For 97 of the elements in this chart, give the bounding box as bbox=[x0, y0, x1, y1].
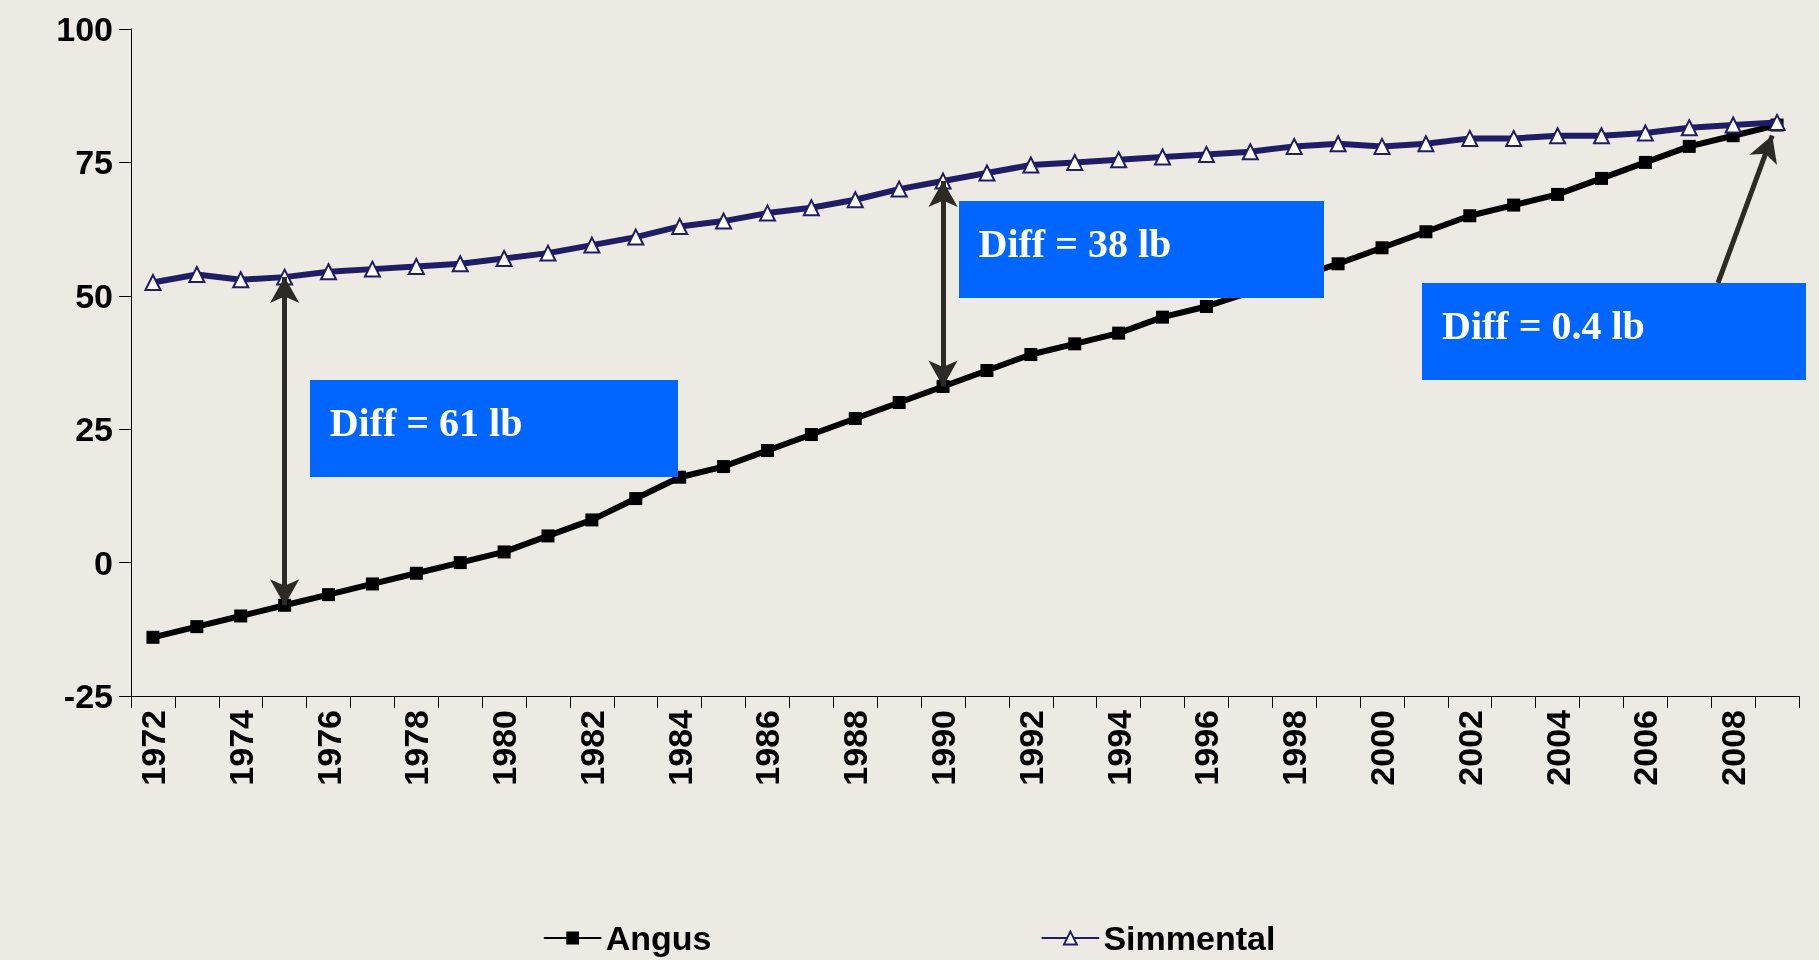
point bbox=[583, 236, 601, 254]
x-tick-label: 2006 bbox=[1626, 710, 1665, 786]
point bbox=[1507, 198, 1521, 212]
point bbox=[1505, 129, 1523, 147]
legend-label: Angus bbox=[605, 919, 712, 957]
point bbox=[1417, 135, 1435, 153]
x-tick-label: 1996 bbox=[1187, 710, 1226, 786]
point bbox=[978, 164, 996, 182]
y-tick-label: 100 bbox=[56, 10, 113, 48]
label-box: Diff = 38 lb bbox=[958, 201, 1324, 299]
legend-label: Simmental bbox=[1103, 919, 1276, 957]
y-tick-label: 50 bbox=[75, 276, 113, 315]
point bbox=[497, 545, 511, 559]
x-tick-label: 2008 bbox=[1714, 710, 1753, 786]
point bbox=[1592, 127, 1610, 145]
point bbox=[671, 217, 689, 235]
point bbox=[1022, 156, 1040, 174]
x-tick-label: 2000 bbox=[1363, 710, 1401, 786]
point bbox=[1594, 171, 1608, 185]
x-tick-label: 1976 bbox=[309, 710, 348, 786]
point bbox=[1329, 135, 1347, 153]
x-tick-label: 1986 bbox=[748, 710, 787, 786]
point bbox=[1199, 299, 1213, 313]
x-tick-label: 2004 bbox=[1538, 709, 1577, 786]
x-tick-label: 1972 bbox=[133, 710, 172, 786]
point bbox=[1024, 348, 1038, 361]
point bbox=[232, 271, 250, 289]
point bbox=[717, 460, 731, 474]
point bbox=[804, 428, 818, 442]
point bbox=[1285, 137, 1303, 155]
point bbox=[758, 204, 776, 222]
point bbox=[846, 191, 864, 209]
point bbox=[1241, 143, 1259, 161]
label-box: Diff = 61 lb bbox=[309, 379, 678, 477]
point bbox=[848, 412, 862, 426]
point bbox=[1461, 129, 1479, 147]
point bbox=[1724, 116, 1742, 134]
point bbox=[802, 199, 820, 217]
point bbox=[322, 588, 336, 602]
point bbox=[980, 364, 994, 377]
point bbox=[234, 609, 248, 623]
point bbox=[1156, 310, 1170, 324]
point bbox=[188, 265, 206, 283]
point bbox=[453, 556, 467, 570]
x-tick-label: 1982 bbox=[572, 710, 611, 786]
point bbox=[1154, 148, 1172, 166]
point bbox=[1197, 145, 1215, 163]
point bbox=[629, 492, 643, 506]
point bbox=[585, 513, 599, 527]
point bbox=[320, 263, 338, 281]
y-tick-label: 75 bbox=[75, 143, 113, 182]
point bbox=[495, 249, 513, 267]
y-tick-label: 0 bbox=[94, 543, 113, 582]
point bbox=[365, 577, 379, 591]
point bbox=[1112, 326, 1126, 340]
x-tick-label: 1978 bbox=[397, 710, 436, 786]
x-tick-label: 1994 bbox=[1099, 709, 1138, 786]
point bbox=[1682, 139, 1696, 153]
x-tick-label: 2002 bbox=[1450, 710, 1489, 786]
point bbox=[541, 529, 555, 543]
x-tick-label: 1974 bbox=[221, 709, 260, 786]
point bbox=[1551, 187, 1565, 201]
point bbox=[1373, 137, 1391, 155]
point bbox=[190, 620, 204, 634]
point bbox=[539, 244, 557, 262]
point bbox=[1463, 209, 1477, 223]
point bbox=[1066, 153, 1084, 171]
x-tick-label: 1992 bbox=[1011, 710, 1050, 786]
point bbox=[1110, 151, 1128, 169]
point bbox=[409, 566, 423, 580]
point bbox=[1068, 337, 1082, 351]
y-tick-label: -25 bbox=[63, 677, 113, 715]
point bbox=[760, 444, 774, 458]
point bbox=[1768, 113, 1786, 131]
point bbox=[892, 396, 906, 410]
y-tick-label: 25 bbox=[75, 410, 113, 449]
point bbox=[715, 212, 733, 230]
point bbox=[627, 228, 645, 246]
x-tick-label: 1998 bbox=[1275, 710, 1314, 786]
point bbox=[1419, 225, 1433, 239]
point bbox=[363, 260, 381, 278]
point bbox=[890, 180, 908, 198]
point bbox=[451, 255, 469, 273]
point bbox=[407, 257, 425, 275]
point bbox=[1549, 127, 1567, 145]
point bbox=[1375, 241, 1389, 255]
x-tick-label: 1980 bbox=[485, 710, 524, 786]
point bbox=[1331, 257, 1345, 271]
x-tick-label: 1988 bbox=[836, 710, 875, 786]
point bbox=[1638, 155, 1652, 169]
point bbox=[144, 273, 162, 291]
point bbox=[1636, 124, 1654, 142]
x-tick-label: 1984 bbox=[660, 709, 699, 786]
x-tick-label: 1990 bbox=[924, 710, 963, 786]
point bbox=[1680, 119, 1698, 137]
point bbox=[146, 630, 160, 644]
label-box: Diff = 0.4 lb bbox=[1422, 282, 1807, 380]
